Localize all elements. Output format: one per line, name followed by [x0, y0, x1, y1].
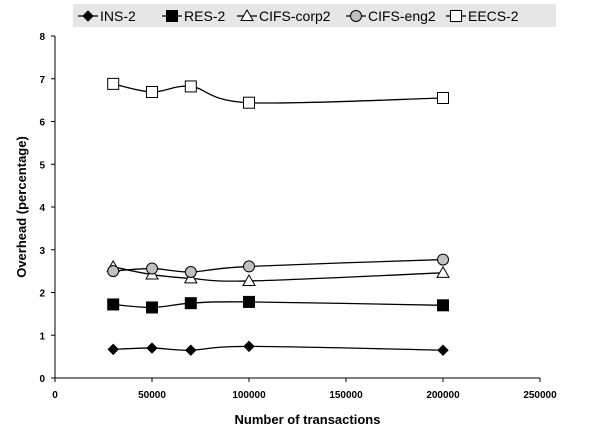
data-point-res-2 — [146, 301, 158, 314]
data-point-ins-2 — [437, 344, 449, 356]
legend-marker-cifs-corp2 — [240, 8, 254, 21]
y-tick-label: 0 — [39, 374, 45, 385]
data-point-eecs-2 — [437, 91, 449, 104]
y-tick-label: 4 — [39, 203, 45, 214]
series-line-cifs-corp2 — [113, 266, 444, 282]
legend-marker-ins-2 — [82, 10, 94, 22]
y-tick-label: 3 — [39, 246, 45, 257]
x-tick-label: 100000 — [232, 390, 266, 401]
legend-background — [73, 4, 556, 27]
legend-label: CIFS-corp2 — [259, 8, 331, 24]
y-tick-label: 7 — [39, 75, 45, 86]
data-point-cifs-eng2 — [184, 265, 197, 278]
legend-label: INS-2 — [100, 8, 136, 24]
data-point-cifs-eng2 — [107, 265, 120, 278]
data-point-cifs-corp2 — [242, 273, 256, 286]
x-tick-label: 200000 — [426, 390, 460, 401]
legend-marker-res-2 — [166, 10, 178, 22]
data-point-res-2 — [107, 298, 120, 311]
data-point-eecs-2 — [184, 80, 197, 93]
x-tick-label: 150000 — [329, 390, 363, 401]
series-line-eecs-2 — [113, 83, 444, 104]
data-point-cifs-eng2 — [243, 260, 255, 273]
y-axis-title: Overhead (percentage) — [14, 136, 29, 278]
legend-label: CIFS-eng2 — [368, 8, 436, 24]
data-point-cifs-eng2 — [437, 253, 449, 266]
y-tick-label: 1 — [39, 331, 45, 342]
legend-marker-eecs-2 — [450, 10, 462, 22]
y-tick-label: 5 — [39, 160, 45, 171]
y-tick-label: 8 — [39, 32, 45, 43]
data-point-ins-2 — [243, 340, 255, 353]
x-tick-label: 50000 — [138, 390, 166, 401]
data-point-res-2 — [184, 297, 197, 310]
data-point-ins-2 — [146, 342, 158, 354]
data-point-res-2 — [243, 295, 255, 308]
data-point-res-2 — [437, 299, 449, 312]
data-point-ins-2 — [107, 343, 119, 356]
x-tick-label: 0 — [52, 390, 58, 401]
legend-label: RES-2 — [184, 8, 225, 24]
legend-marker-cifs-eng2 — [350, 10, 362, 22]
data-point-cifs-corp2 — [436, 265, 450, 278]
data-point-cifs-eng2 — [146, 262, 158, 275]
y-tick-label: 2 — [39, 289, 45, 300]
data-point-eecs-2 — [243, 96, 255, 109]
series-line-cifs-eng2 — [113, 258, 444, 273]
data-point-ins-2 — [185, 344, 197, 356]
x-tick-label: 250000 — [523, 390, 557, 401]
legend-label: EECS-2 — [468, 8, 519, 24]
y-tick-label: 6 — [39, 118, 45, 129]
data-point-eecs-2 — [146, 86, 158, 99]
data-point-eecs-2 — [107, 77, 120, 90]
x-axis-title: Number of transactions — [235, 412, 381, 427]
series-line-res-2 — [113, 301, 444, 309]
series-line-ins-2 — [113, 345, 444, 351]
